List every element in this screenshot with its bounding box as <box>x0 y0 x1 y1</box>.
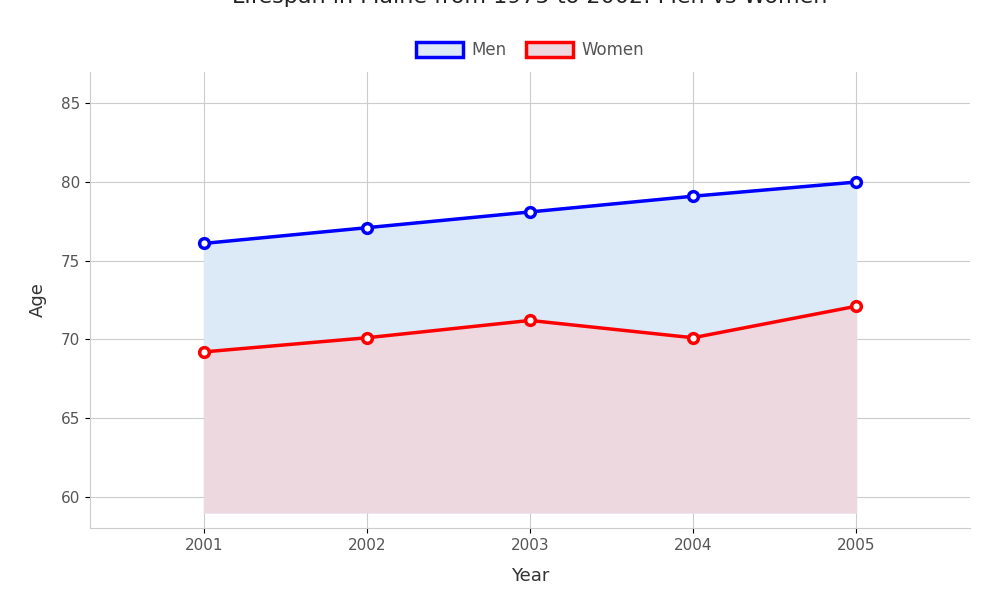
Legend: Men, Women: Men, Women <box>409 35 651 66</box>
Title: Lifespan in Maine from 1975 to 2002: Men vs Women: Lifespan in Maine from 1975 to 2002: Men… <box>232 0 828 7</box>
Y-axis label: Age: Age <box>29 283 47 317</box>
X-axis label: Year: Year <box>511 566 549 584</box>
